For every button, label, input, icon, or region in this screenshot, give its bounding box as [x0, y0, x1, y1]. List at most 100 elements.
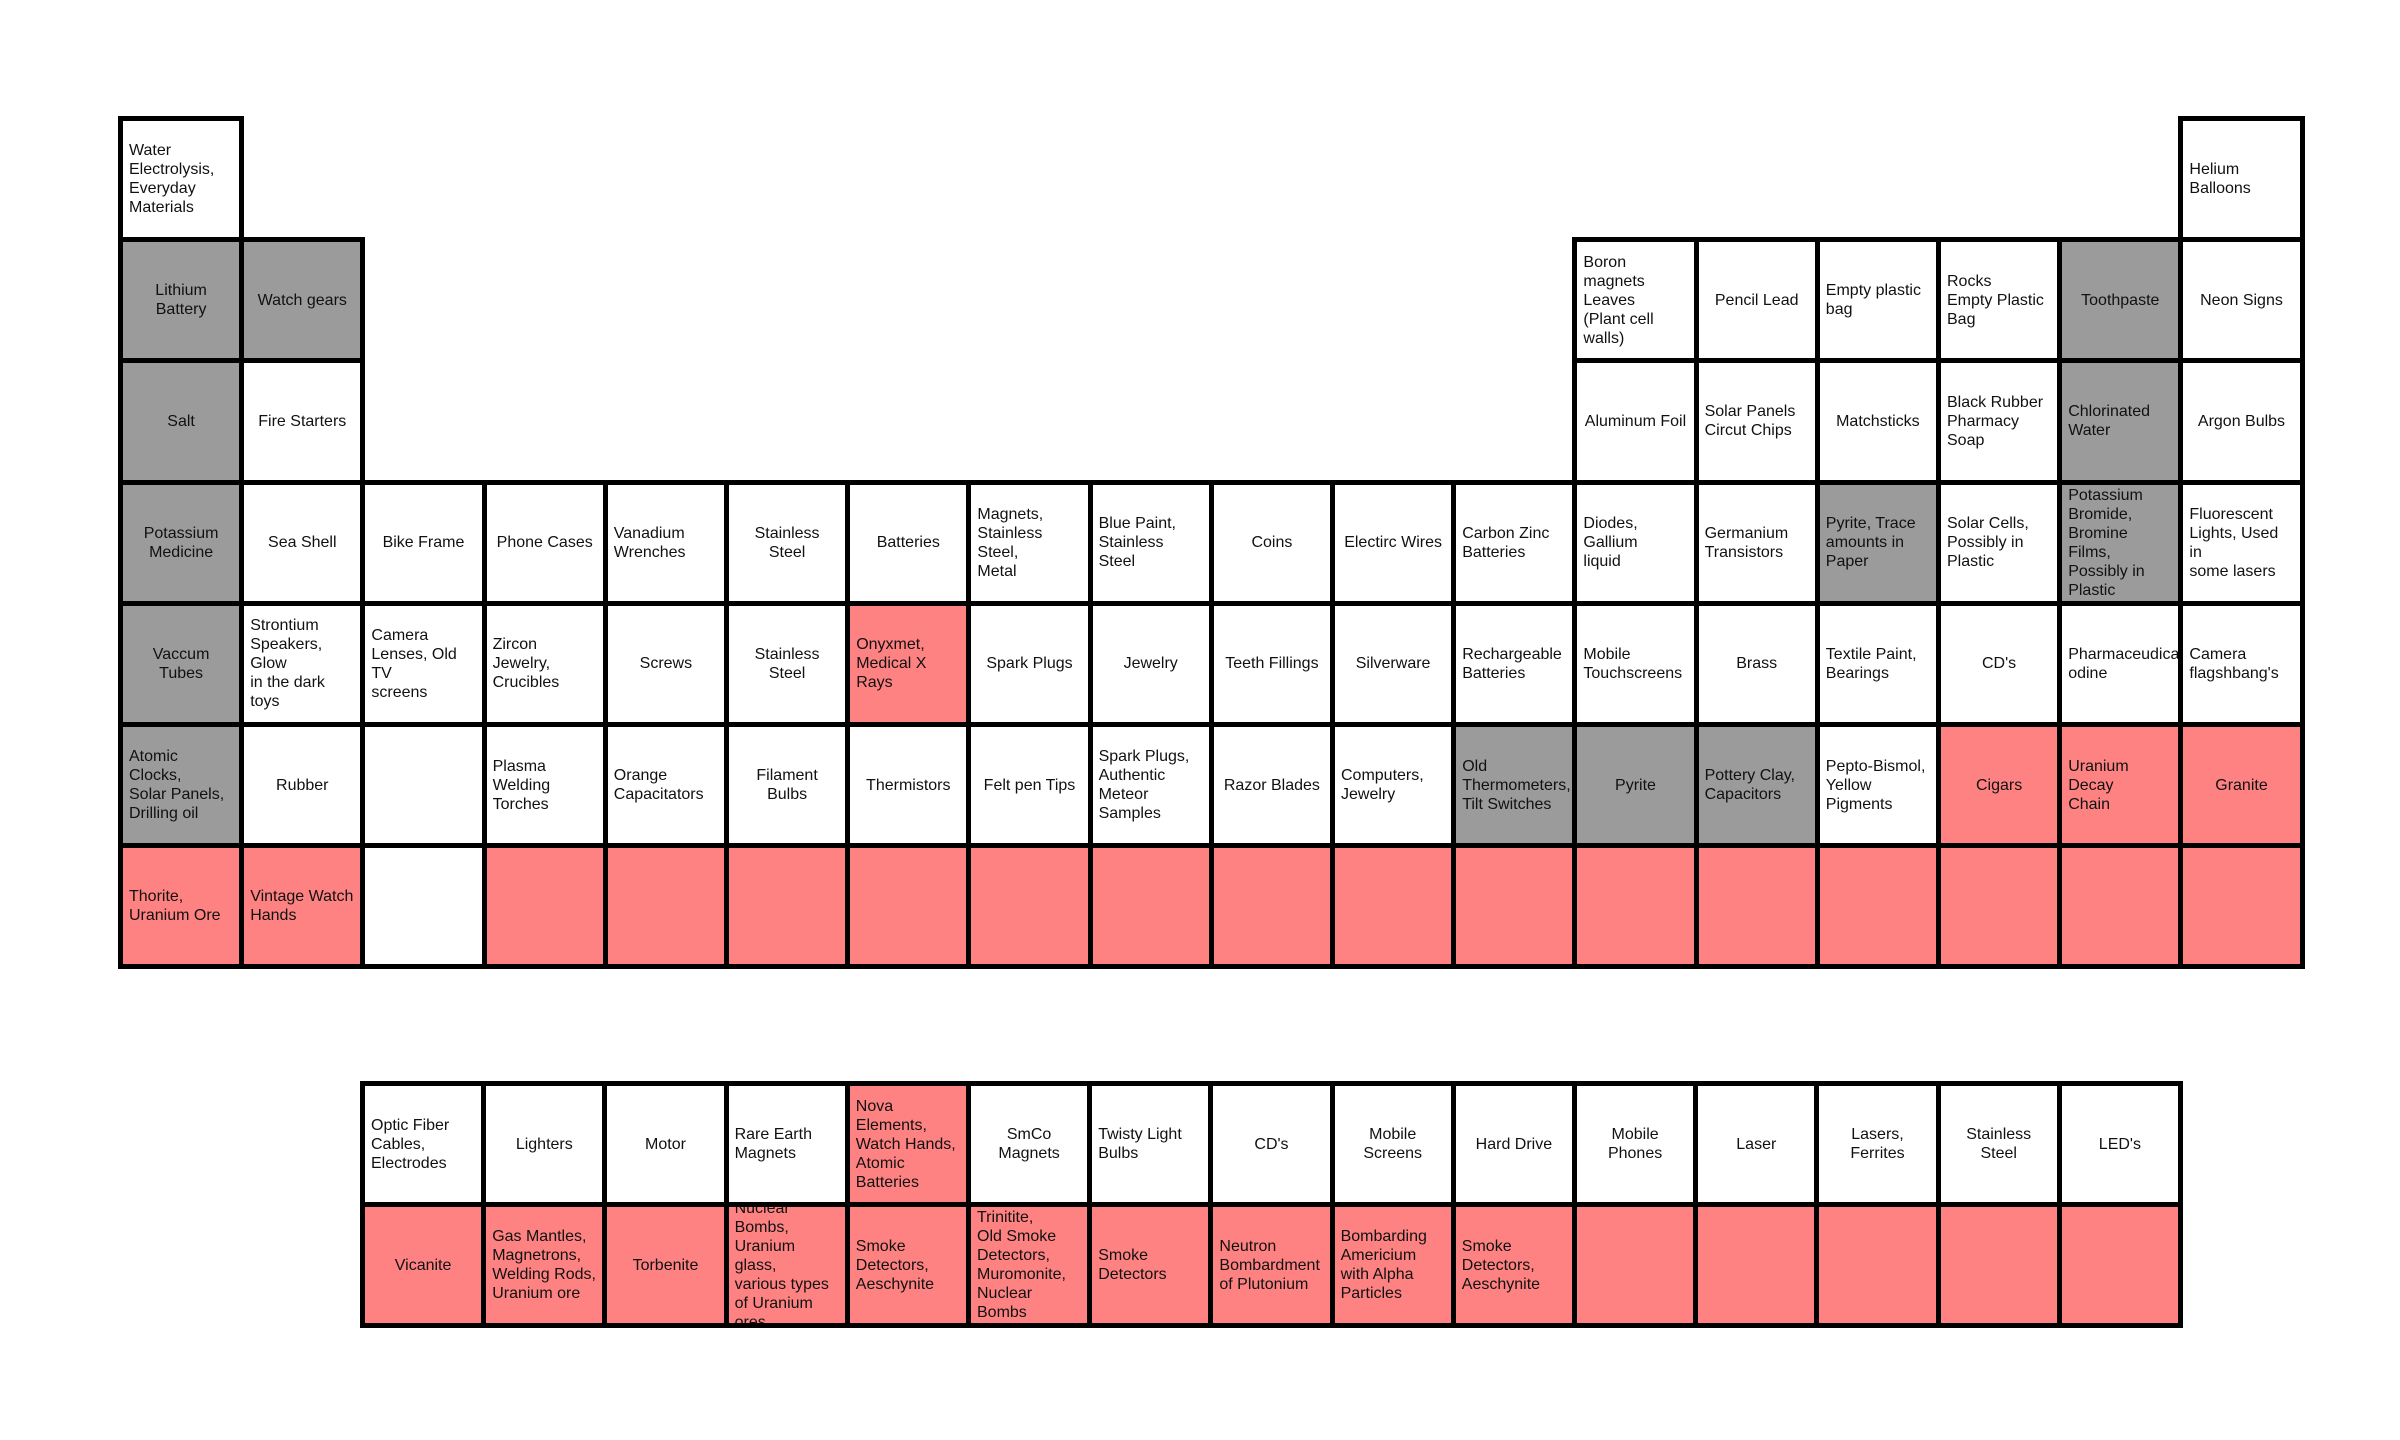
- element-cell-label: Stainless Steel: [754, 524, 820, 561]
- element-cell: Zircon Jewelry, Crucibles: [481, 600, 608, 727]
- element-cell-label: Water Electrolysis, Everyday Materials: [129, 142, 215, 217]
- f-block-cell: Hard Drive: [1450, 1081, 1577, 1208]
- element-cell: Granite: [2178, 722, 2305, 849]
- element-cell-label: Camera flagshbang's: [2189, 645, 2279, 682]
- f-block-cell-label: Torbenite: [632, 1256, 699, 1274]
- element-cell-label: Vintage Watch Hands: [250, 888, 354, 925]
- element-cell: [1087, 843, 1214, 970]
- element-cell: Helium Balloons: [2178, 116, 2305, 243]
- element-cell-label: Felt pen Tips: [983, 776, 1076, 794]
- element-cell: Rechargeable Batteries: [1451, 600, 1578, 727]
- f-block-cell: Laser: [1693, 1081, 1820, 1208]
- element-cell: [1572, 843, 1699, 970]
- f-block-cell: LED's: [2056, 1081, 2183, 1208]
- element-cell-label: Rechargeable Batteries: [1462, 645, 1562, 682]
- element-cell-label: Cigars: [1975, 776, 2023, 794]
- element-cell: [360, 843, 487, 970]
- element-cell: Plasma Welding Torches: [481, 722, 608, 849]
- element-cell-label: Carbon Zinc Batteries: [1462, 524, 1550, 561]
- element-cell-label: Coins: [1251, 534, 1293, 552]
- element-cell: Rubber: [239, 722, 366, 849]
- f-block-cell: Mobile Screens: [1329, 1081, 1456, 1208]
- element-cell: Computers, Jewelry: [1330, 722, 1457, 849]
- element-cell-label: Thorite, Uranium Ore: [129, 888, 221, 925]
- element-cell: Strontium Speakers, Glow in the dark toy…: [239, 600, 366, 727]
- f-block-cell: Bombarding Americium with Alpha Particle…: [1329, 1202, 1456, 1329]
- f-block-cell: Lighters: [481, 1081, 608, 1208]
- element-cell: Teeth Fillings: [1208, 600, 1335, 727]
- element-cell: [481, 843, 608, 970]
- f-block-cell-label: Twisty Light Bulbs: [1098, 1126, 1182, 1163]
- element-cell: Coins: [1208, 479, 1335, 606]
- element-cell: Potassium Medicine: [118, 479, 245, 606]
- element-cell: Bike Frame: [360, 479, 487, 606]
- element-cell-label: Fluorescent Lights, Used in some lasers: [2189, 505, 2279, 580]
- element-cell-label: Computers, Jewelry: [1341, 767, 1424, 804]
- element-cell: Pepto-Bismol, Yellow Pigments: [1814, 722, 1941, 849]
- f-block-cell: Stainless Steel: [1935, 1081, 2062, 1208]
- element-cell-label: Phone Cases: [496, 534, 593, 552]
- element-cell-label: Spark Plugs: [986, 655, 1073, 673]
- element-cell: Spark Plugs, Authentic Meteor Samples: [1087, 722, 1214, 849]
- element-cell: CD's: [1936, 600, 2063, 727]
- element-cell: Chlorinated Water: [2057, 358, 2184, 485]
- element-cell: Vanadium Wrenches: [602, 479, 729, 606]
- element-cell-label: Zircon Jewelry, Crucibles: [492, 636, 560, 692]
- f-block-cell-label: Vicanite: [394, 1256, 452, 1274]
- f-block-cell-label: Trinitite, Old Smoke Detectors, Muromoni…: [977, 1209, 1066, 1322]
- element-cell: Water Electrolysis, Everyday Materials: [118, 116, 245, 243]
- f-block-cell: [1693, 1202, 1820, 1329]
- element-cell: Boron magnets Leaves (Plant cell walls): [1572, 237, 1699, 364]
- f-block-cell: Optic Fiber Cables, Electrodes: [360, 1081, 487, 1208]
- f-block-cell: Mobile Phones: [1572, 1081, 1699, 1208]
- element-cell: Matchsticks: [1814, 358, 1941, 485]
- element-cell-label: Bike Frame: [382, 534, 465, 552]
- f-block-cell: Vicanite: [360, 1202, 487, 1329]
- element-cell-label: Magnets, Stainless Steel, Metal: [977, 505, 1044, 580]
- element-cell: [1693, 843, 1820, 970]
- element-cell: Toothpaste: [2057, 237, 2184, 364]
- element-cell: [2057, 843, 2184, 970]
- f-block-cell: [1935, 1202, 2062, 1329]
- f-block-cell-label: Motor: [645, 1135, 686, 1153]
- element-cell: Razor Blades: [1208, 722, 1335, 849]
- f-block-cell-label: Rare Earth Magnets: [734, 1126, 812, 1163]
- element-cell-label: Rocks Empty Plastic Bag: [1947, 272, 2044, 328]
- element-cell: Solar Cells, Possibly in Plastic: [1936, 479, 2063, 606]
- f-block-cell: Nova Elements, Watch Hands, Atomic Batte…: [844, 1081, 971, 1208]
- element-cell: [2178, 843, 2305, 970]
- f-block-cell: Torbenite: [602, 1202, 729, 1329]
- element-cell: [1451, 843, 1578, 970]
- f-block-cell: CD's: [1208, 1081, 1335, 1208]
- element-cell: [602, 843, 729, 970]
- element-cell: Orange Capacitators: [602, 722, 729, 849]
- f-block-cell-label: Stainless Steel: [1966, 1126, 2032, 1163]
- f-block-cell-label: LED's: [2098, 1135, 2141, 1153]
- element-cell-label: Thermistors: [866, 776, 951, 794]
- element-cell-label: Mobile Touchscreens: [1583, 645, 1683, 682]
- element-cell-label: Vanadium Wrenches: [613, 524, 686, 561]
- element-cell-label: Boron magnets Leaves (Plant cell walls): [1583, 253, 1654, 347]
- element-cell: Blue Paint, Stainless Steel: [1087, 479, 1214, 606]
- element-cell-label: Matchsticks: [1836, 412, 1920, 430]
- element-cell: Camera flagshbang's: [2178, 600, 2305, 727]
- f-block-cell: SmCo Magnets: [966, 1081, 1093, 1208]
- f-block-cell: Smoke Detectors, Aeschynite: [1450, 1202, 1577, 1329]
- f-block-cell: [1572, 1202, 1699, 1329]
- f-block-cell: Smoke Detectors: [1087, 1202, 1214, 1329]
- element-cell-label: CD's: [1982, 655, 2017, 673]
- element-cell-label: Vaccum Tubes: [152, 645, 210, 682]
- element-cell-label: Brass: [1736, 655, 1778, 673]
- element-cell: Fire Starters: [239, 358, 366, 485]
- f-block-cell-label: Lighters: [515, 1135, 573, 1153]
- element-cell: Screws: [602, 600, 729, 727]
- f-block-cell-label: Lasers, Ferrites: [1850, 1126, 1905, 1163]
- element-cell: Potassium Bromide, Bromine Films, Possib…: [2057, 479, 2184, 606]
- element-cell-label: Germanium Transistors: [1704, 524, 1789, 561]
- element-cell-label: Spark Plugs, Authentic Meteor Samples: [1098, 748, 1190, 823]
- element-cell: Atomic Clocks, Solar Panels, Drilling oi…: [118, 722, 245, 849]
- element-cell: Brass: [1693, 600, 1820, 727]
- element-cell-label: Old Thermometers, Tilt Switches: [1462, 757, 1571, 813]
- element-cell-label: Pencil Lead: [1714, 291, 1799, 309]
